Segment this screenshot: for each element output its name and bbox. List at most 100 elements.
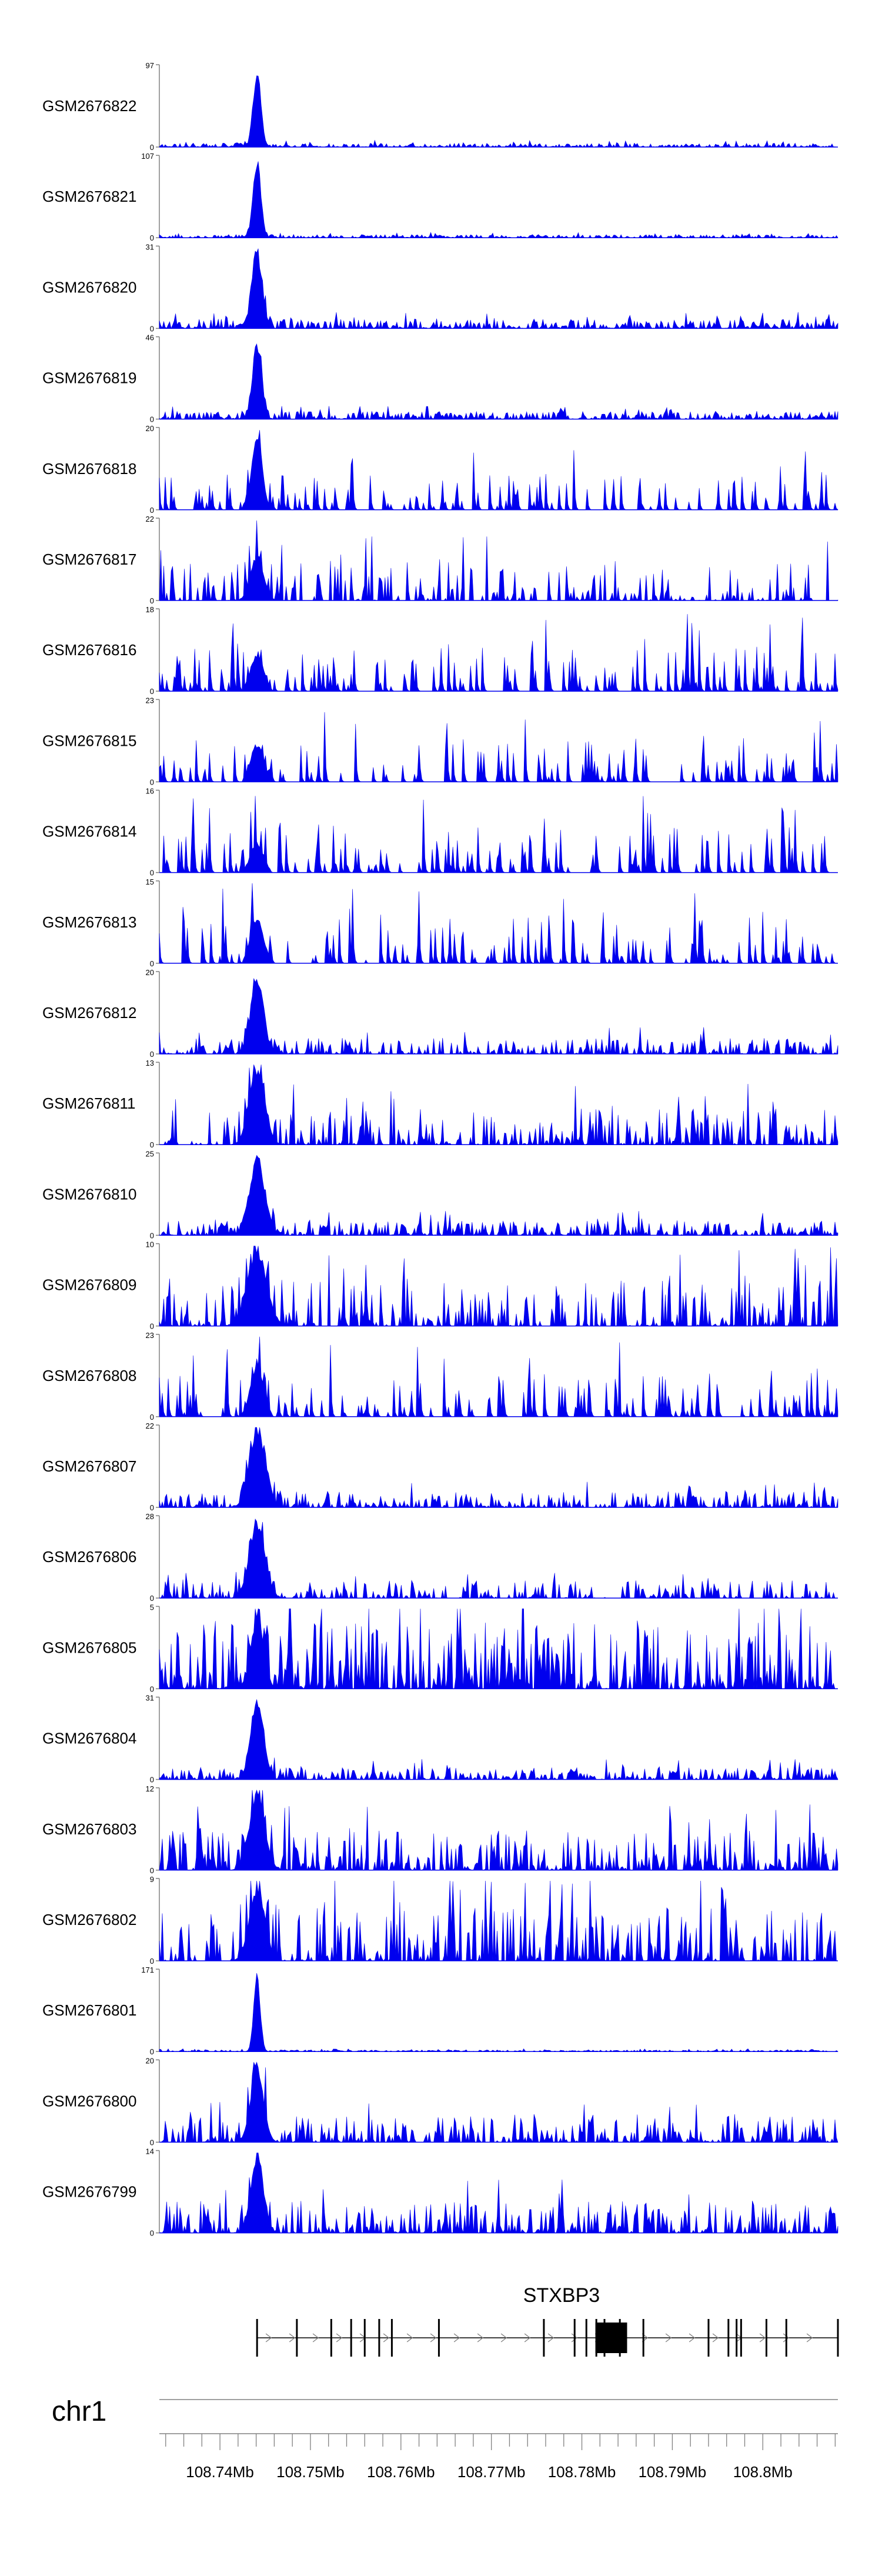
strand-arrow	[524, 2333, 531, 2343]
x-tick-label: 108.74Mb	[186, 2463, 254, 2481]
track-label: GSM2676800	[42, 2092, 136, 2110]
exon	[707, 2319, 710, 2357]
y-max-label: 22	[146, 515, 154, 523]
exon	[543, 2319, 545, 2357]
track-label: GSM2676811	[42, 1095, 136, 1112]
y-zero-label: 0	[150, 1050, 154, 1059]
y-max-label: 31	[146, 1694, 154, 1703]
x-tick-label: 108.79Mb	[639, 2463, 707, 2481]
strand-arrow	[265, 2333, 272, 2343]
x-tick-label: 108.76Mb	[367, 2463, 435, 2481]
strand-arrow	[289, 2333, 296, 2343]
track-label: GSM2676814	[42, 823, 136, 840]
track-label: GSM2676802	[42, 1911, 136, 1928]
exon	[642, 2319, 644, 2357]
track-GSM2676812: GSM2676812 20 0	[42, 968, 838, 1059]
y-zero-label: 0	[150, 1957, 154, 1966]
y-max-label: 23	[146, 1331, 154, 1340]
y-zero-label: 0	[150, 596, 154, 605]
track-label: GSM2676816	[42, 641, 136, 659]
coverage-area	[159, 520, 838, 602]
coverage-area	[159, 1336, 838, 1417]
track-label: GSM2676820	[42, 278, 136, 296]
y-max-label: 20	[146, 2056, 154, 2065]
track-GSM2676813: GSM2676813 15 0	[42, 877, 838, 968]
y-zero-label: 0	[150, 1140, 154, 1149]
strand-arrow	[453, 2333, 460, 2343]
strand-arrow	[689, 2333, 696, 2343]
y-max-label: 18	[146, 605, 154, 614]
exon	[296, 2319, 298, 2357]
y-max-label: 9	[150, 1875, 154, 1884]
y-max-label: 31	[146, 242, 154, 251]
strand-arrow	[783, 2333, 790, 2343]
strand-arrow	[712, 2333, 719, 2343]
track-GSM2676799: GSM2676799 14 0	[42, 2147, 838, 2238]
strand-arrow	[759, 2333, 766, 2343]
exon	[585, 2319, 587, 2357]
track-label: GSM2676806	[42, 1548, 136, 1566]
track-label: GSM2676799	[42, 2183, 136, 2201]
track-GSM2676807: GSM2676807 22 0	[42, 1422, 838, 1512]
y-zero-label: 0	[150, 1776, 154, 1784]
y-zero-label: 0	[150, 959, 154, 968]
y-max-label: 28	[146, 1512, 154, 1521]
y-zero-label: 0	[150, 869, 154, 877]
track-GSM2676806: GSM2676806 28 0	[42, 1512, 838, 1603]
track-label: GSM2676819	[42, 369, 136, 387]
exon	[736, 2319, 738, 2357]
coverage-tracks: GSM2676822970GSM26768211070GSM2676820310…	[42, 61, 838, 2238]
track-GSM2676808: GSM2676808 23 0	[42, 1331, 838, 1422]
y-max-label: 46	[146, 333, 154, 342]
coverage-area	[159, 712, 838, 782]
x-tick-label: 108.8Mb	[733, 2463, 793, 2481]
track-label: GSM2676805	[42, 1639, 136, 1656]
track-GSM2676822: GSM2676822 97 0	[42, 61, 838, 152]
coding-block	[595, 2323, 627, 2353]
track-GSM2676802: GSM2676802 9 0	[42, 1875, 838, 1966]
coverage-area	[159, 796, 838, 873]
strand-arrow	[336, 2333, 343, 2343]
chromosome-label: chr1	[52, 2396, 106, 2427]
strand-arrow	[312, 2333, 319, 2343]
exon	[573, 2319, 576, 2357]
track-label: GSM2676817	[42, 550, 136, 568]
y-zero-label: 0	[150, 2229, 154, 2238]
y-zero-label: 0	[150, 1684, 154, 1693]
track-GSM2676820: GSM2676820 31 0	[42, 242, 838, 333]
y-max-label: 13	[146, 1059, 154, 1067]
track-GSM2676805: GSM2676805 5 0	[42, 1603, 838, 1693]
track-GSM2676811: GSM2676811 13 0	[42, 1059, 838, 1149]
track-label: GSM2676815	[42, 732, 136, 749]
y-zero-label: 0	[150, 415, 154, 424]
gene-track: STXBP3	[256, 2284, 839, 2357]
track-label: GSM2676801	[42, 2001, 136, 2019]
track-GSM2676821: GSM2676821 107 0	[42, 152, 838, 242]
exon	[330, 2319, 332, 2357]
track-label: GSM2676809	[42, 1276, 136, 1294]
coverage-area	[159, 248, 838, 329]
track-label: GSM2676803	[42, 1820, 136, 1838]
track-label: GSM2676804	[42, 1730, 136, 1747]
strand-arrow	[571, 2333, 578, 2343]
y-zero-label: 0	[150, 1594, 154, 1603]
coverage-area	[159, 1973, 838, 2052]
genome-axis: chr1 108.74Mb 108.75Mb 108.76Mb 108.77Mb 108…	[52, 2396, 838, 2481]
strand-arrow	[383, 2333, 390, 2343]
exon	[256, 2319, 258, 2357]
track-label: GSM2676822	[42, 97, 136, 115]
y-zero-label: 0	[150, 2138, 154, 2147]
exon	[740, 2319, 742, 2357]
exon	[785, 2319, 787, 2357]
y-max-label: 20	[146, 424, 154, 433]
track-GSM2676814: GSM2676814 16 0	[42, 787, 838, 877]
y-max-label: 171	[141, 1966, 154, 1974]
exon	[363, 2319, 366, 2357]
strand-arrow	[500, 2333, 507, 2343]
track-label: GSM2676812	[42, 1004, 136, 1022]
y-zero-label: 0	[150, 1322, 154, 1331]
track-GSM2676817: GSM2676817 22 0	[42, 515, 838, 605]
y-max-label: 14	[146, 2147, 154, 2156]
track-GSM2676819: GSM2676819 46 0	[42, 333, 838, 424]
